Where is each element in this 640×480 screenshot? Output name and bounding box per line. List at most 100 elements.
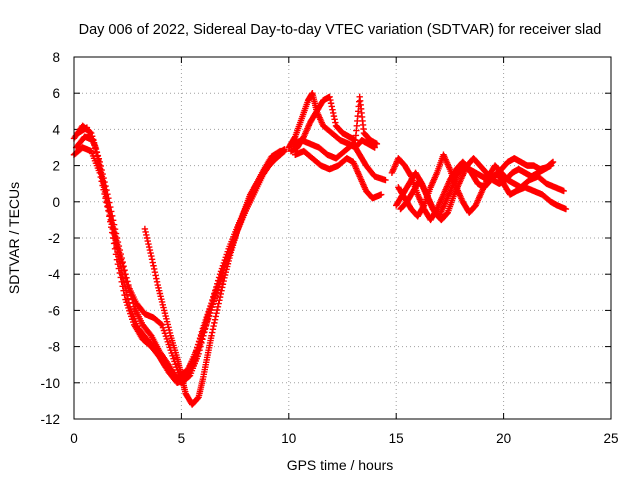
series-track-13 <box>397 162 570 220</box>
data-point <box>108 217 115 224</box>
y-tick-label: 2 <box>52 159 60 174</box>
data-point <box>119 263 127 271</box>
x-tick-label: 5 <box>178 431 186 446</box>
data-point <box>115 265 123 272</box>
data-point <box>142 228 149 236</box>
data-point <box>117 256 125 263</box>
data-point <box>93 153 101 160</box>
x-tick-label: 15 <box>389 431 404 446</box>
data-point <box>150 262 157 269</box>
data-point <box>145 243 153 251</box>
data-point <box>202 318 210 326</box>
data-point <box>217 290 224 298</box>
data-point <box>219 281 227 288</box>
series-track-8 <box>289 137 389 184</box>
data-point <box>114 245 122 252</box>
y-tick-label: -2 <box>48 231 60 246</box>
data-point <box>216 297 223 304</box>
data-point <box>153 275 160 282</box>
series-track-7 <box>287 93 381 155</box>
series-track-9 <box>292 147 385 202</box>
y-tick-label: -6 <box>48 303 60 318</box>
data-point <box>213 310 220 317</box>
x-tick-label: 25 <box>603 431 618 446</box>
data-point <box>103 195 110 202</box>
data-point <box>377 191 385 198</box>
data-point <box>206 306 214 313</box>
chart-title: Day 006 of 2022, Sidereal Day-to-day VTE… <box>79 22 602 38</box>
data-point <box>329 109 337 117</box>
data-point <box>281 147 288 155</box>
data-point <box>145 240 152 248</box>
data-point <box>114 260 122 268</box>
data-point <box>122 274 129 282</box>
data-point <box>151 268 159 276</box>
grid-layer <box>74 57 611 419</box>
data-point <box>208 300 215 307</box>
data-point <box>120 267 128 274</box>
data-point <box>120 287 127 294</box>
data-point <box>214 306 221 314</box>
data-point <box>94 157 102 164</box>
data-point <box>212 313 219 320</box>
data-point <box>214 303 222 310</box>
data-point <box>420 203 427 210</box>
data-point <box>220 277 227 285</box>
data-point <box>219 284 226 291</box>
data-point <box>157 320 165 328</box>
data-layer <box>70 90 570 408</box>
data-point <box>99 177 107 185</box>
data-point <box>562 205 570 213</box>
data-point <box>104 199 111 207</box>
data-point <box>215 300 222 307</box>
data-point <box>101 186 108 193</box>
data-point <box>147 249 154 257</box>
data-point <box>105 204 112 211</box>
data-point <box>141 225 149 233</box>
data-point <box>148 252 155 260</box>
data-point <box>373 140 381 148</box>
y-axis-label: SDTVAR / TECUs <box>6 182 22 294</box>
series-track-1 <box>70 122 284 383</box>
data-point <box>102 190 109 198</box>
y-tick-label: 4 <box>52 122 60 137</box>
data-point <box>92 145 99 152</box>
data-point <box>211 319 218 327</box>
data-point <box>150 265 158 273</box>
data-point <box>123 278 130 285</box>
data-point <box>327 100 335 107</box>
data-point <box>118 260 126 267</box>
data-point <box>100 182 108 189</box>
data-point <box>121 271 129 278</box>
data-point <box>113 241 121 248</box>
data-point <box>106 208 113 216</box>
data-point <box>547 162 555 169</box>
data-point <box>116 269 124 277</box>
y-tick-label: -8 <box>48 340 60 355</box>
data-point <box>153 278 161 286</box>
data-point <box>121 291 128 299</box>
data-point <box>211 316 219 323</box>
data-point <box>149 259 156 266</box>
data-point <box>209 326 217 333</box>
data-point <box>107 213 114 220</box>
data-point <box>203 315 211 323</box>
data-point <box>109 221 116 228</box>
data-point <box>209 297 216 304</box>
data-point <box>218 287 225 294</box>
y-tick-label: 0 <box>52 195 60 210</box>
data-point <box>146 246 154 254</box>
data-point <box>91 141 98 148</box>
data-point <box>116 252 124 260</box>
data-point <box>111 229 118 236</box>
data-point <box>97 169 105 176</box>
series-track-5 <box>141 147 288 408</box>
data-point <box>210 322 217 330</box>
data-point <box>382 176 389 184</box>
data-point <box>96 165 104 172</box>
y-tick-label: -12 <box>40 412 60 427</box>
data-point <box>115 249 123 256</box>
x-tick-label: 20 <box>496 431 511 446</box>
